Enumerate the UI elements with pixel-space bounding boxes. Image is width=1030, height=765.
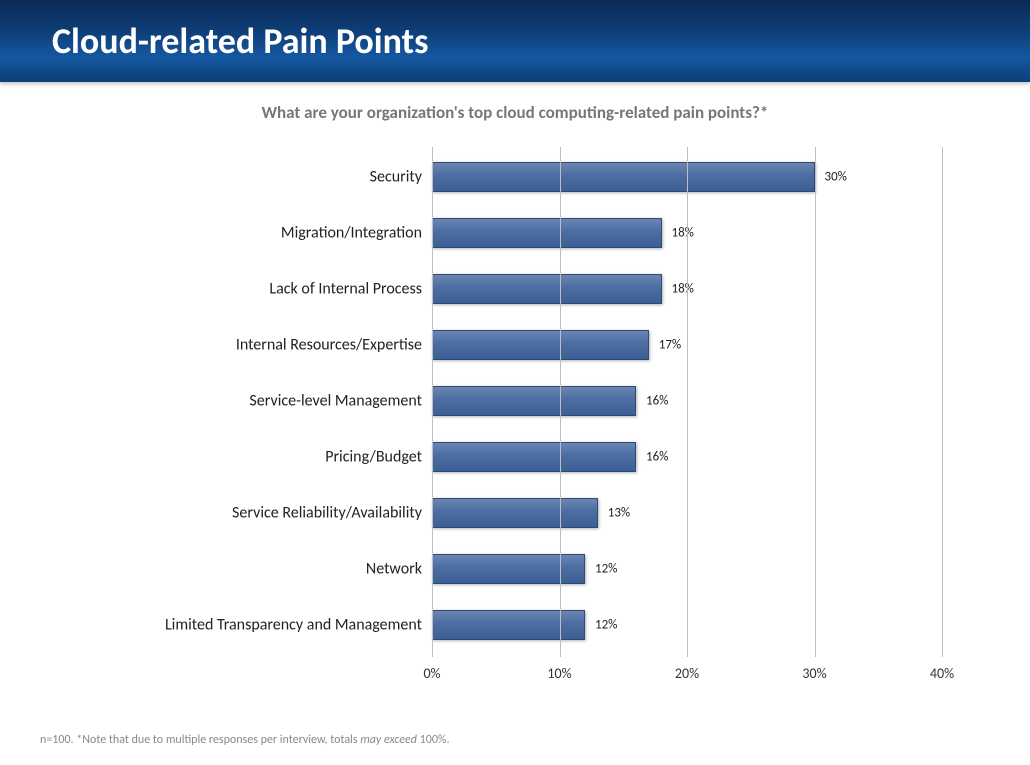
x-gridline <box>687 147 688 657</box>
bar <box>432 442 636 472</box>
x-tick-label: 10% <box>547 665 571 682</box>
category-label: Limited Transparency and Management <box>165 616 422 635</box>
bar <box>432 274 662 304</box>
category-label: Network <box>366 560 422 579</box>
bar <box>432 498 598 528</box>
header-banner: Cloud-related Pain Points <box>0 0 1030 82</box>
category-label: Security <box>370 168 422 187</box>
category-label: Lack of Internal Process <box>269 280 422 299</box>
x-gridline <box>560 147 561 657</box>
value-label: 18% <box>672 282 694 297</box>
value-label: 12% <box>595 562 617 577</box>
value-label: 16% <box>646 450 668 465</box>
bar <box>432 330 649 360</box>
x-gridline <box>942 147 943 657</box>
x-tick-label: 30% <box>802 665 826 682</box>
category-label: Service Reliability/Availability <box>232 504 422 523</box>
value-label: 16% <box>646 394 668 409</box>
chart-subtitle: What are your organization's top cloud c… <box>0 102 1030 123</box>
bar <box>432 218 662 248</box>
category-label: Migration/Integration <box>281 224 422 243</box>
value-label: 12% <box>595 618 617 633</box>
bar <box>432 162 815 192</box>
plot-region: Security30%Migration/Integration18%Lack … <box>432 147 942 657</box>
value-label: 13% <box>608 506 630 521</box>
x-gridline <box>815 147 816 657</box>
value-label: 17% <box>659 338 681 353</box>
footnote: n=100. *Note that due to multiple respon… <box>40 733 450 747</box>
bar <box>432 386 636 416</box>
footnote-suffix: 100%. <box>417 733 450 747</box>
x-tick-label: 20% <box>675 665 699 682</box>
footnote-prefix: n=100. *Note that due to multiple respon… <box>40 733 360 747</box>
category-label: Service-level Management <box>249 392 422 411</box>
bar <box>432 610 585 640</box>
x-gridline <box>432 147 433 657</box>
value-label: 18% <box>672 226 694 241</box>
footnote-italic: may exceed <box>360 733 417 747</box>
x-tick-label: 40% <box>930 665 954 682</box>
category-label: Internal Resources/Expertise <box>236 336 422 355</box>
chart-area: Security 30% Migration/Integration 18% Lack … <box>0 137 1030 697</box>
bar <box>432 554 585 584</box>
category-label: Pricing/Budget <box>325 448 422 467</box>
value-label: 30% <box>825 170 847 185</box>
x-tick-label: 0% <box>423 665 440 682</box>
page-title: Cloud-related Pain Points <box>52 19 428 63</box>
